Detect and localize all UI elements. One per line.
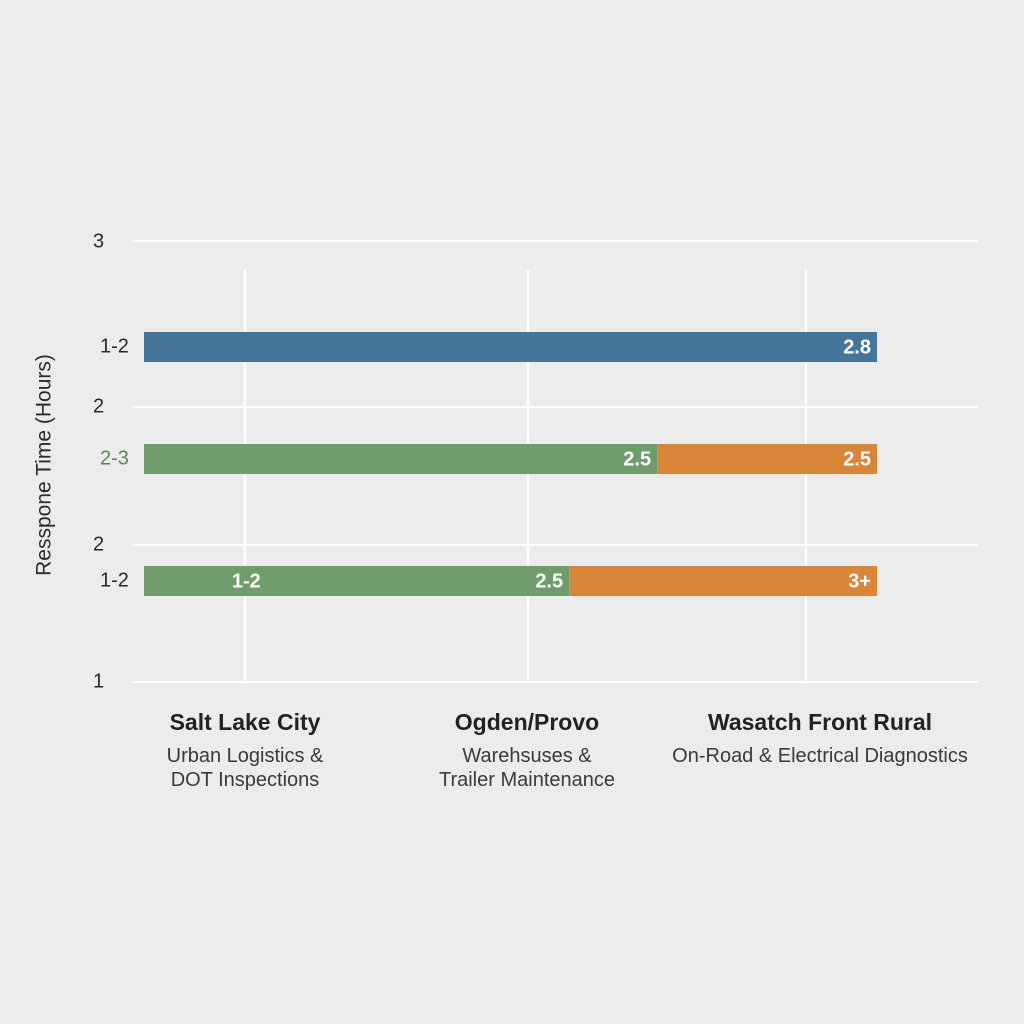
category-desc: Urban Logistics & DOT Inspections	[166, 745, 324, 791]
bar-inner-label: 1-2	[232, 570, 261, 592]
y-tick-label: 2	[93, 533, 104, 555]
bar-data-label: 3+	[848, 570, 871, 592]
category-0: Salt Lake City Urban Logistics & DOT Ins…	[115, 708, 375, 792]
category-desc: On-Road & Electrical Diagnostics	[672, 745, 968, 767]
bar-data-label: 2.5	[535, 570, 563, 592]
bar-segment	[144, 332, 877, 362]
y-tick-label: 1	[93, 670, 104, 692]
bar-data-label: 2.8	[843, 336, 871, 358]
bar-data-label: 2.5	[843, 448, 871, 470]
category-name: Ogden/Provo	[454, 709, 600, 735]
bar-data-label: 2.5	[623, 448, 651, 470]
category-desc: Warehsuses & Trailer Maintenance	[438, 745, 615, 791]
row-label: 1-2	[100, 569, 129, 591]
bar-segment	[657, 444, 877, 474]
bar-segment	[144, 444, 658, 474]
category-name: Wasatch Front Rural	[707, 709, 933, 735]
y-tick-label: 2	[93, 395, 104, 417]
y-axis-title: Resspone Time (Hours)	[33, 354, 56, 576]
row-label: 2-3	[100, 447, 129, 469]
y-tick-label: 3	[93, 230, 104, 252]
category-1: Ogden/Provo Warehsuses & Trailer Mainten…	[397, 708, 657, 792]
row-label: 1-2	[100, 335, 129, 357]
bar-segment	[569, 566, 877, 596]
bar-segment	[144, 566, 570, 596]
category-2: Wasatch Front Rural On-Road & Electrical…	[655, 708, 985, 768]
category-name: Salt Lake City	[169, 709, 321, 735]
